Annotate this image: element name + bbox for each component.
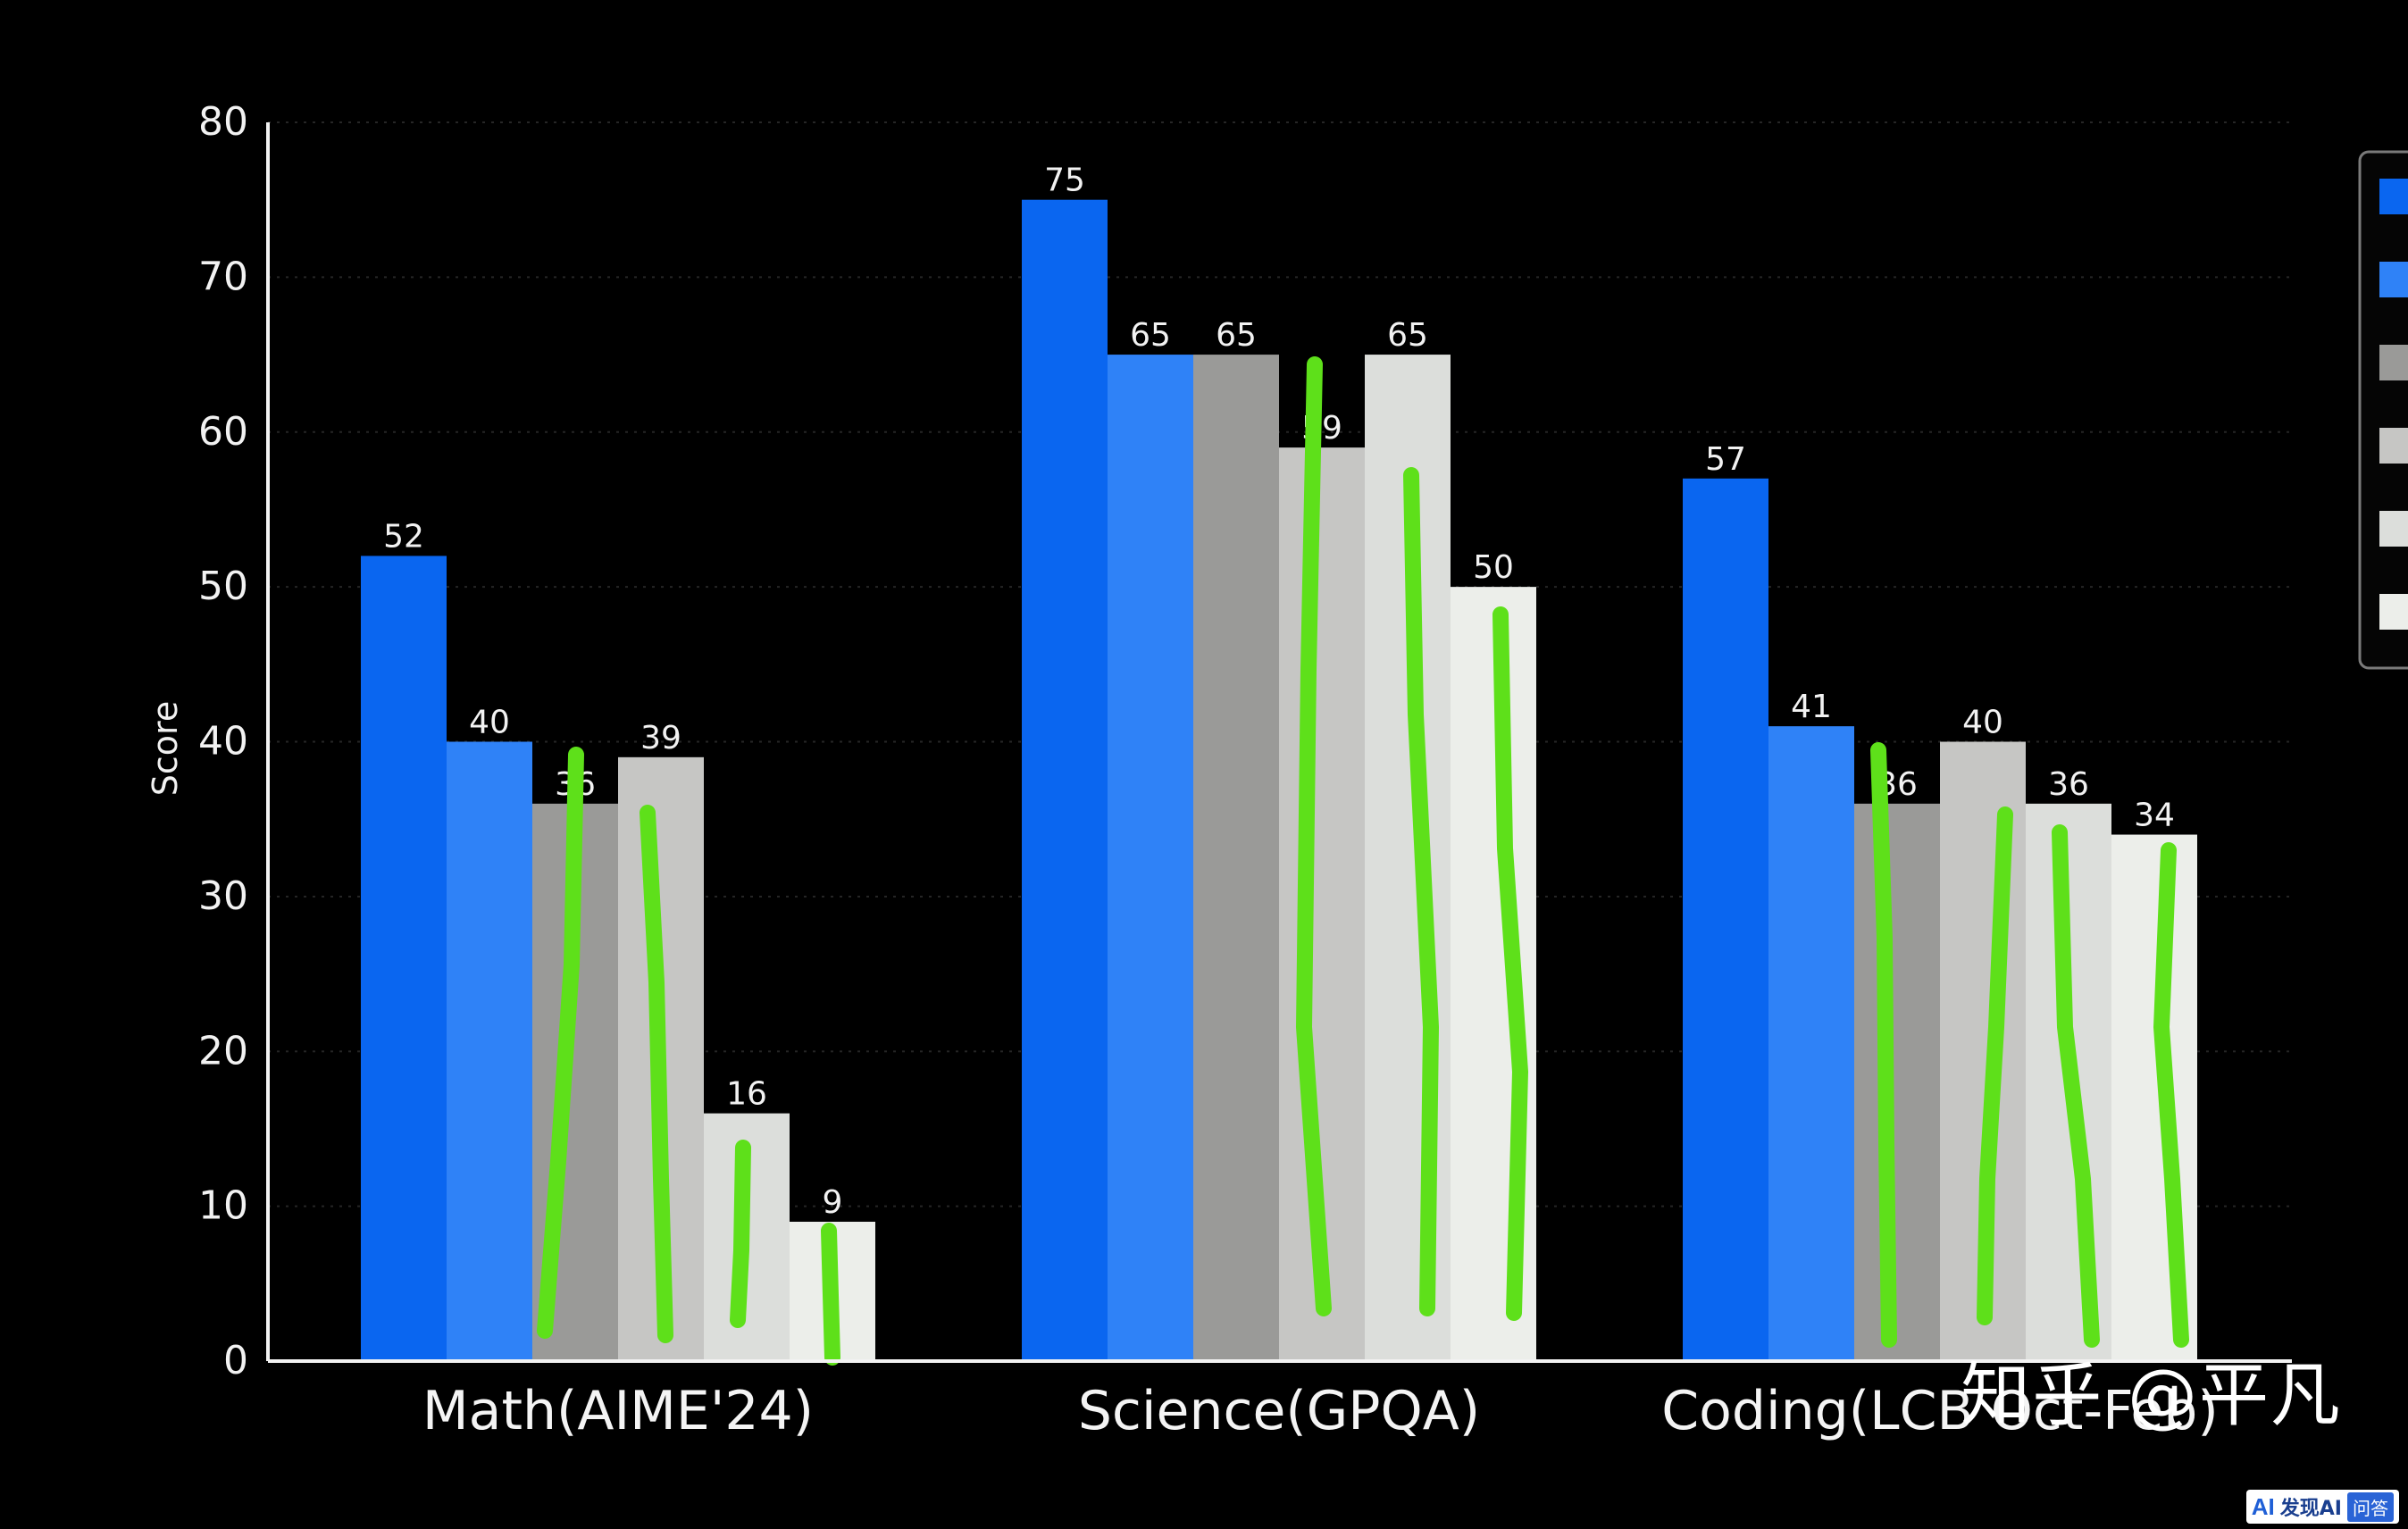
y-tick-label: 60 — [198, 409, 248, 455]
bar-value-label: 75 — [1044, 163, 1085, 199]
bar — [1683, 478, 1768, 1361]
axes: 0 10 20 30 40 50 60 70 80 Score Math(AIME'24) Scien… — [146, 99, 2292, 1442]
x-tick-label: Coding(LCB Oct-Feb) — [1661, 1380, 2218, 1442]
bar-value-label: 52 — [383, 518, 424, 555]
bar-value-label: 34 — [2134, 798, 2175, 834]
green-scribble — [1296, 356, 1332, 1316]
badge-text: 发现AI — [2279, 1498, 2342, 1520]
green-scribble — [640, 805, 673, 1343]
y-tick-label: 70 — [198, 254, 248, 299]
bar-value-label: 50 — [1473, 549, 1514, 586]
bar-value-label: 40 — [469, 705, 510, 741]
green-scribble — [1870, 742, 1897, 1348]
legend-swatch — [2379, 345, 2408, 380]
bar — [1108, 355, 1193, 1361]
green-scribble — [537, 747, 584, 1339]
badge-tag: 问答 — [2347, 1491, 2394, 1522]
legend-swatch — [2379, 179, 2408, 214]
bar — [447, 741, 532, 1361]
y-tick-label: 20 — [198, 1028, 248, 1074]
badge-ai-logo: AI — [2251, 1492, 2275, 1520]
faxian-ai-badge: AI 发现AI 问答 — [2245, 1490, 2399, 1524]
green-scribble — [1977, 806, 2013, 1325]
green-scribble — [2052, 824, 2100, 1348]
legend-swatch — [2379, 428, 2408, 464]
bar-value-label: 65 — [1387, 317, 1428, 354]
bar-value-label: 9 — [823, 1184, 843, 1221]
bar-value-label: 41 — [1791, 689, 1832, 725]
green-scribble — [1403, 467, 1439, 1316]
y-axis-label: Score — [146, 701, 185, 796]
y-tick-label: 40 — [198, 719, 248, 764]
bar-value-label: 65 — [1216, 317, 1257, 354]
green-scribble — [821, 1223, 840, 1366]
bar — [1768, 726, 1854, 1361]
bar — [1854, 803, 1940, 1361]
y-tick-label: 50 — [198, 564, 248, 609]
green-scribble — [730, 1140, 751, 1328]
bar-value-label: 65 — [1130, 317, 1171, 354]
bar — [1022, 199, 1108, 1361]
legend-swatch — [2379, 511, 2408, 547]
hand-drawn-annotations — [537, 356, 2189, 1366]
y-tick-label: 0 — [223, 1338, 248, 1383]
bar-value-label: 57 — [1705, 441, 1746, 478]
x-tick-label: Science(GPQA) — [1078, 1380, 1480, 1442]
bar-value-label: 36 — [2048, 766, 2089, 803]
bar — [1193, 355, 1279, 1361]
bar-value-label: 16 — [726, 1076, 767, 1113]
zhihu-watermark: 知乎 @平凡 — [1961, 1356, 2342, 1436]
bar-value-label: 39 — [640, 720, 681, 756]
bar — [361, 556, 447, 1361]
legend-swatch — [2379, 594, 2408, 630]
y-tick-label: 80 — [198, 99, 248, 145]
y-tick-label: 30 — [198, 873, 248, 919]
legend-box — [2358, 150, 2408, 670]
green-scribble — [2153, 842, 2189, 1348]
green-scribble — [1492, 606, 1528, 1321]
legend-swatch — [2379, 262, 2408, 297]
legend — [2358, 150, 2408, 670]
x-tick-label: Math(AIME'24) — [422, 1380, 814, 1442]
bar-value-label: 40 — [1962, 705, 2003, 741]
y-tick-label: 10 — [198, 1183, 248, 1229]
